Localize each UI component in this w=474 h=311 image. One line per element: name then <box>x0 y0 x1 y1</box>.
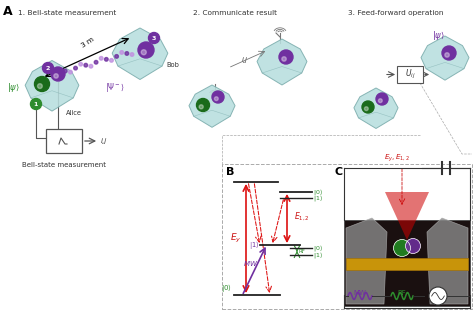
Text: C: C <box>335 167 343 177</box>
Circle shape <box>214 97 218 100</box>
Text: $|\Psi^-\rangle$: $|\Psi^-\rangle$ <box>105 81 125 95</box>
Text: $|1\rangle$: $|1\rangle$ <box>313 250 323 260</box>
FancyBboxPatch shape <box>344 220 470 306</box>
Text: $|\psi\rangle$: $|\psi\rangle$ <box>432 29 445 41</box>
Text: B: B <box>226 167 234 177</box>
Polygon shape <box>112 28 168 80</box>
Text: RF: RF <box>398 290 406 296</box>
Polygon shape <box>257 39 307 85</box>
Circle shape <box>37 84 42 89</box>
Circle shape <box>35 77 49 91</box>
Text: Alice: Alice <box>66 110 82 116</box>
Text: $E_y$: $E_y$ <box>230 232 242 245</box>
Circle shape <box>69 70 72 74</box>
Text: A: A <box>3 5 13 18</box>
Text: $E_{1,2}$: $E_{1,2}$ <box>294 210 310 223</box>
Text: 3 m: 3 m <box>80 36 95 49</box>
Text: $|1\rangle$: $|1\rangle$ <box>313 193 323 203</box>
Circle shape <box>279 50 293 64</box>
Circle shape <box>212 91 224 103</box>
Circle shape <box>141 50 146 55</box>
Circle shape <box>148 33 159 44</box>
Text: 1. Bell-state measurement: 1. Bell-state measurement <box>18 10 116 16</box>
Circle shape <box>442 46 456 60</box>
Text: $U_{ij}$: $U_{ij}$ <box>405 68 415 81</box>
Text: 3. Feed-forward operation: 3. Feed-forward operation <box>348 10 444 16</box>
FancyBboxPatch shape <box>397 66 423 83</box>
Polygon shape <box>346 218 387 304</box>
Circle shape <box>199 105 203 109</box>
Circle shape <box>394 240 410 256</box>
Circle shape <box>109 58 113 62</box>
Circle shape <box>429 287 447 305</box>
Polygon shape <box>346 258 468 270</box>
Circle shape <box>94 60 98 64</box>
Text: Bob: Bob <box>166 62 179 68</box>
Circle shape <box>362 101 374 113</box>
Circle shape <box>378 99 382 103</box>
Circle shape <box>445 53 449 57</box>
Text: Bell-state measurement: Bell-state measurement <box>22 162 106 168</box>
Text: $E_y, E_{1,2}$: $E_y, E_{1,2}$ <box>384 152 410 164</box>
Text: i,j: i,j <box>101 138 107 144</box>
Circle shape <box>105 58 108 61</box>
Circle shape <box>138 42 154 58</box>
Circle shape <box>365 107 368 111</box>
Circle shape <box>282 57 286 61</box>
Text: $|0\rangle$: $|0\rangle$ <box>313 243 323 253</box>
Circle shape <box>197 99 210 112</box>
Polygon shape <box>385 192 429 240</box>
Circle shape <box>376 93 388 105</box>
Circle shape <box>130 53 134 56</box>
Text: RF: RF <box>299 249 306 254</box>
Polygon shape <box>427 218 468 304</box>
Text: 1: 1 <box>34 101 38 106</box>
Circle shape <box>89 64 93 68</box>
Circle shape <box>120 51 124 54</box>
Polygon shape <box>189 85 235 127</box>
Circle shape <box>100 57 103 60</box>
Circle shape <box>406 239 420 253</box>
Circle shape <box>58 68 62 72</box>
Text: $MW$: $MW$ <box>244 259 259 268</box>
Text: $|0\rangle$: $|0\rangle$ <box>221 282 232 294</box>
Circle shape <box>115 55 118 58</box>
Circle shape <box>30 99 42 109</box>
Circle shape <box>51 67 65 81</box>
FancyBboxPatch shape <box>46 129 82 153</box>
Circle shape <box>64 69 67 73</box>
Polygon shape <box>354 88 398 128</box>
Text: 2. Communicate result: 2. Communicate result <box>193 10 277 16</box>
FancyBboxPatch shape <box>222 164 472 309</box>
Text: 3: 3 <box>152 35 156 40</box>
Text: $|0\rangle$: $|0\rangle$ <box>313 187 323 197</box>
Circle shape <box>84 63 88 67</box>
Polygon shape <box>421 36 469 80</box>
Circle shape <box>53 72 57 76</box>
Circle shape <box>74 66 77 70</box>
Circle shape <box>43 63 54 73</box>
Text: $|\psi\rangle$: $|\psi\rangle$ <box>7 81 20 94</box>
Text: MW: MW <box>354 290 366 296</box>
Polygon shape <box>25 61 79 111</box>
Circle shape <box>125 52 128 55</box>
Circle shape <box>79 63 82 66</box>
Text: 2: 2 <box>46 66 50 71</box>
Text: $|1\rangle$: $|1\rangle$ <box>248 239 259 251</box>
Text: i,j: i,j <box>242 57 248 63</box>
Circle shape <box>54 74 58 78</box>
